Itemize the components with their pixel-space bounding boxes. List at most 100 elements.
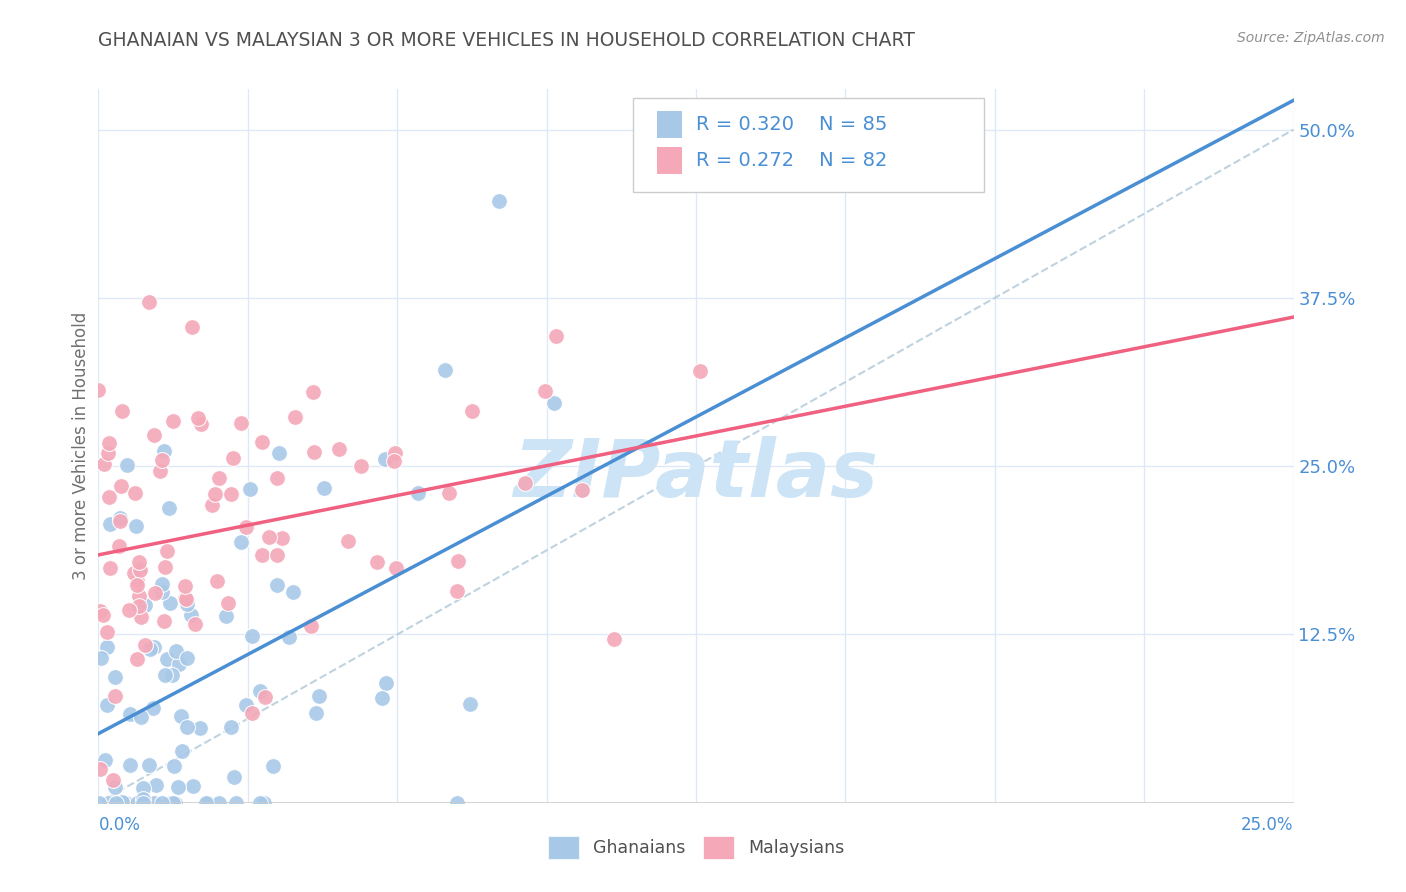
Text: GHANAIAN VS MALAYSIAN 3 OR MORE VEHICLES IN HOUSEHOLD CORRELATION CHART: GHANAIAN VS MALAYSIAN 3 OR MORE VEHICLES… xyxy=(98,31,915,50)
Point xyxy=(534,384,557,399)
Point xyxy=(204,487,226,501)
Point xyxy=(87,796,110,810)
Point xyxy=(149,464,172,478)
Point xyxy=(138,295,160,310)
Point xyxy=(180,607,202,622)
Point xyxy=(105,796,128,810)
Point xyxy=(111,404,134,418)
Point xyxy=(543,395,565,409)
Point xyxy=(152,614,174,628)
Point xyxy=(170,744,193,758)
Point xyxy=(89,604,111,618)
Point xyxy=(328,442,350,456)
Point xyxy=(229,416,252,430)
Point xyxy=(98,561,121,575)
Point xyxy=(374,452,396,467)
Point xyxy=(128,561,150,575)
Point xyxy=(89,762,111,776)
Point xyxy=(458,698,481,712)
Point xyxy=(302,445,325,459)
Point xyxy=(374,675,396,690)
Point xyxy=(250,435,273,450)
Point xyxy=(183,779,205,793)
Point xyxy=(221,486,243,500)
Point xyxy=(127,652,149,666)
Point xyxy=(262,759,284,773)
Point xyxy=(163,759,186,773)
Point xyxy=(138,758,160,772)
Point xyxy=(408,486,430,500)
Point xyxy=(87,383,110,397)
Point xyxy=(305,706,328,721)
Point xyxy=(104,689,127,703)
Point xyxy=(181,319,204,334)
Point xyxy=(215,608,238,623)
Point xyxy=(187,411,209,425)
Point xyxy=(114,796,136,810)
Point xyxy=(546,329,568,343)
Point xyxy=(142,796,165,810)
Text: R = 0.272    N = 82: R = 0.272 N = 82 xyxy=(696,151,887,170)
Point xyxy=(447,554,470,568)
Point xyxy=(108,514,131,528)
Point xyxy=(97,491,120,505)
Point xyxy=(277,630,299,644)
Point xyxy=(159,796,181,810)
Point xyxy=(176,720,198,734)
Point xyxy=(461,404,484,418)
Point xyxy=(167,780,190,794)
Point xyxy=(128,599,150,613)
Point xyxy=(207,574,229,589)
Point xyxy=(127,578,149,592)
Point xyxy=(120,758,142,772)
Point xyxy=(108,511,131,525)
Text: Source: ZipAtlas.com: Source: ZipAtlas.com xyxy=(1237,31,1385,45)
Point xyxy=(134,599,156,613)
Point xyxy=(131,792,153,806)
Point xyxy=(96,640,118,654)
Point xyxy=(184,617,207,632)
Point xyxy=(118,603,141,617)
Point xyxy=(132,780,155,795)
Point xyxy=(208,796,231,810)
Point xyxy=(91,608,114,623)
Point xyxy=(160,668,183,682)
Point xyxy=(266,578,288,592)
Point xyxy=(176,598,198,612)
Text: 25.0%: 25.0% xyxy=(1241,816,1294,834)
Point xyxy=(131,796,153,810)
Point xyxy=(225,796,247,810)
Point xyxy=(104,780,127,795)
Point xyxy=(128,555,150,569)
Point xyxy=(139,641,162,656)
Point xyxy=(170,709,193,723)
Point xyxy=(162,796,184,810)
Point xyxy=(229,534,252,549)
Point xyxy=(153,668,176,682)
Point xyxy=(155,560,177,574)
Point xyxy=(98,436,121,450)
Point xyxy=(143,640,166,654)
Point xyxy=(350,459,373,474)
Point xyxy=(235,520,257,534)
Point xyxy=(385,561,408,575)
Text: R = 0.320    N = 85: R = 0.320 N = 85 xyxy=(696,115,887,135)
Point xyxy=(97,446,120,460)
Point xyxy=(97,796,120,810)
Point xyxy=(571,483,593,497)
Point xyxy=(336,533,359,548)
Point xyxy=(446,583,468,598)
Point xyxy=(250,548,273,562)
Point xyxy=(129,563,152,577)
Point xyxy=(281,585,304,599)
Point xyxy=(284,409,307,424)
Point xyxy=(124,485,146,500)
Point xyxy=(174,592,197,607)
Point xyxy=(176,651,198,665)
Point xyxy=(257,530,280,544)
Point xyxy=(603,632,626,646)
Point xyxy=(253,690,276,704)
Point xyxy=(153,443,176,458)
Point xyxy=(222,451,245,466)
Point xyxy=(118,706,141,721)
